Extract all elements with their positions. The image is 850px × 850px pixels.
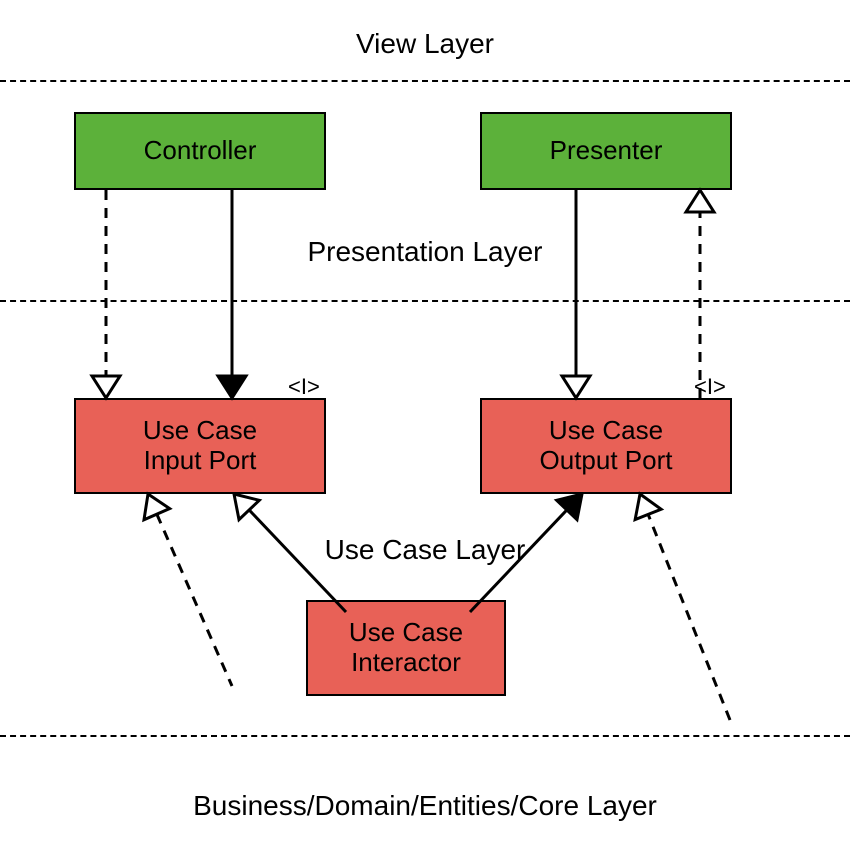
box-output-port: Use Case Output Port <I> — [480, 398, 732, 494]
arrowhead-ctrl-to-input-solid — [218, 376, 246, 398]
stereotype-output-port: <I> — [694, 374, 726, 399]
arrowhead-presenter-to-output-solid — [562, 376, 590, 398]
divider-1 — [0, 80, 850, 82]
box-presenter: Presenter — [480, 112, 732, 190]
layer-label-usecase: Use Case Layer — [325, 534, 526, 566]
box-output-port-label: Use Case Output Port — [534, 416, 679, 476]
diagram-canvas: View Layer Presentation Layer Use Case L… — [0, 0, 850, 850]
box-interactor: Use Case Interactor — [306, 600, 506, 696]
box-interactor-label: Use Case Interactor — [343, 618, 469, 678]
box-input-port: Use Case Input Port <I> — [74, 398, 326, 494]
box-controller: Controller — [74, 112, 326, 190]
layer-label-view: View Layer — [356, 28, 494, 60]
arrowhead-core-to-output-dashed — [635, 494, 661, 520]
arrowhead-output-to-presenter-dashed — [686, 190, 714, 212]
box-input-port-label: Use Case Input Port — [137, 416, 263, 476]
arrowhead-input-flow-down-dashed — [144, 494, 170, 520]
layer-label-presentation: Presentation Layer — [307, 236, 542, 268]
arrowhead-interactor-to-output-filled — [557, 494, 582, 520]
edge-core-to-output-dashed — [648, 514, 730, 720]
arrowhead-interactor-to-input-open — [234, 494, 259, 520]
layer-label-core: Business/Domain/Entities/Core Layer — [193, 790, 657, 822]
box-controller-label: Controller — [138, 136, 263, 166]
divider-3 — [0, 735, 850, 737]
stereotype-input-port: <I> — [288, 374, 320, 399]
edge-input-flow-down-dashed — [157, 514, 232, 686]
box-presenter-label: Presenter — [544, 136, 669, 166]
arrowhead-ctrl-to-input-dashed — [92, 376, 120, 398]
divider-2 — [0, 300, 850, 302]
